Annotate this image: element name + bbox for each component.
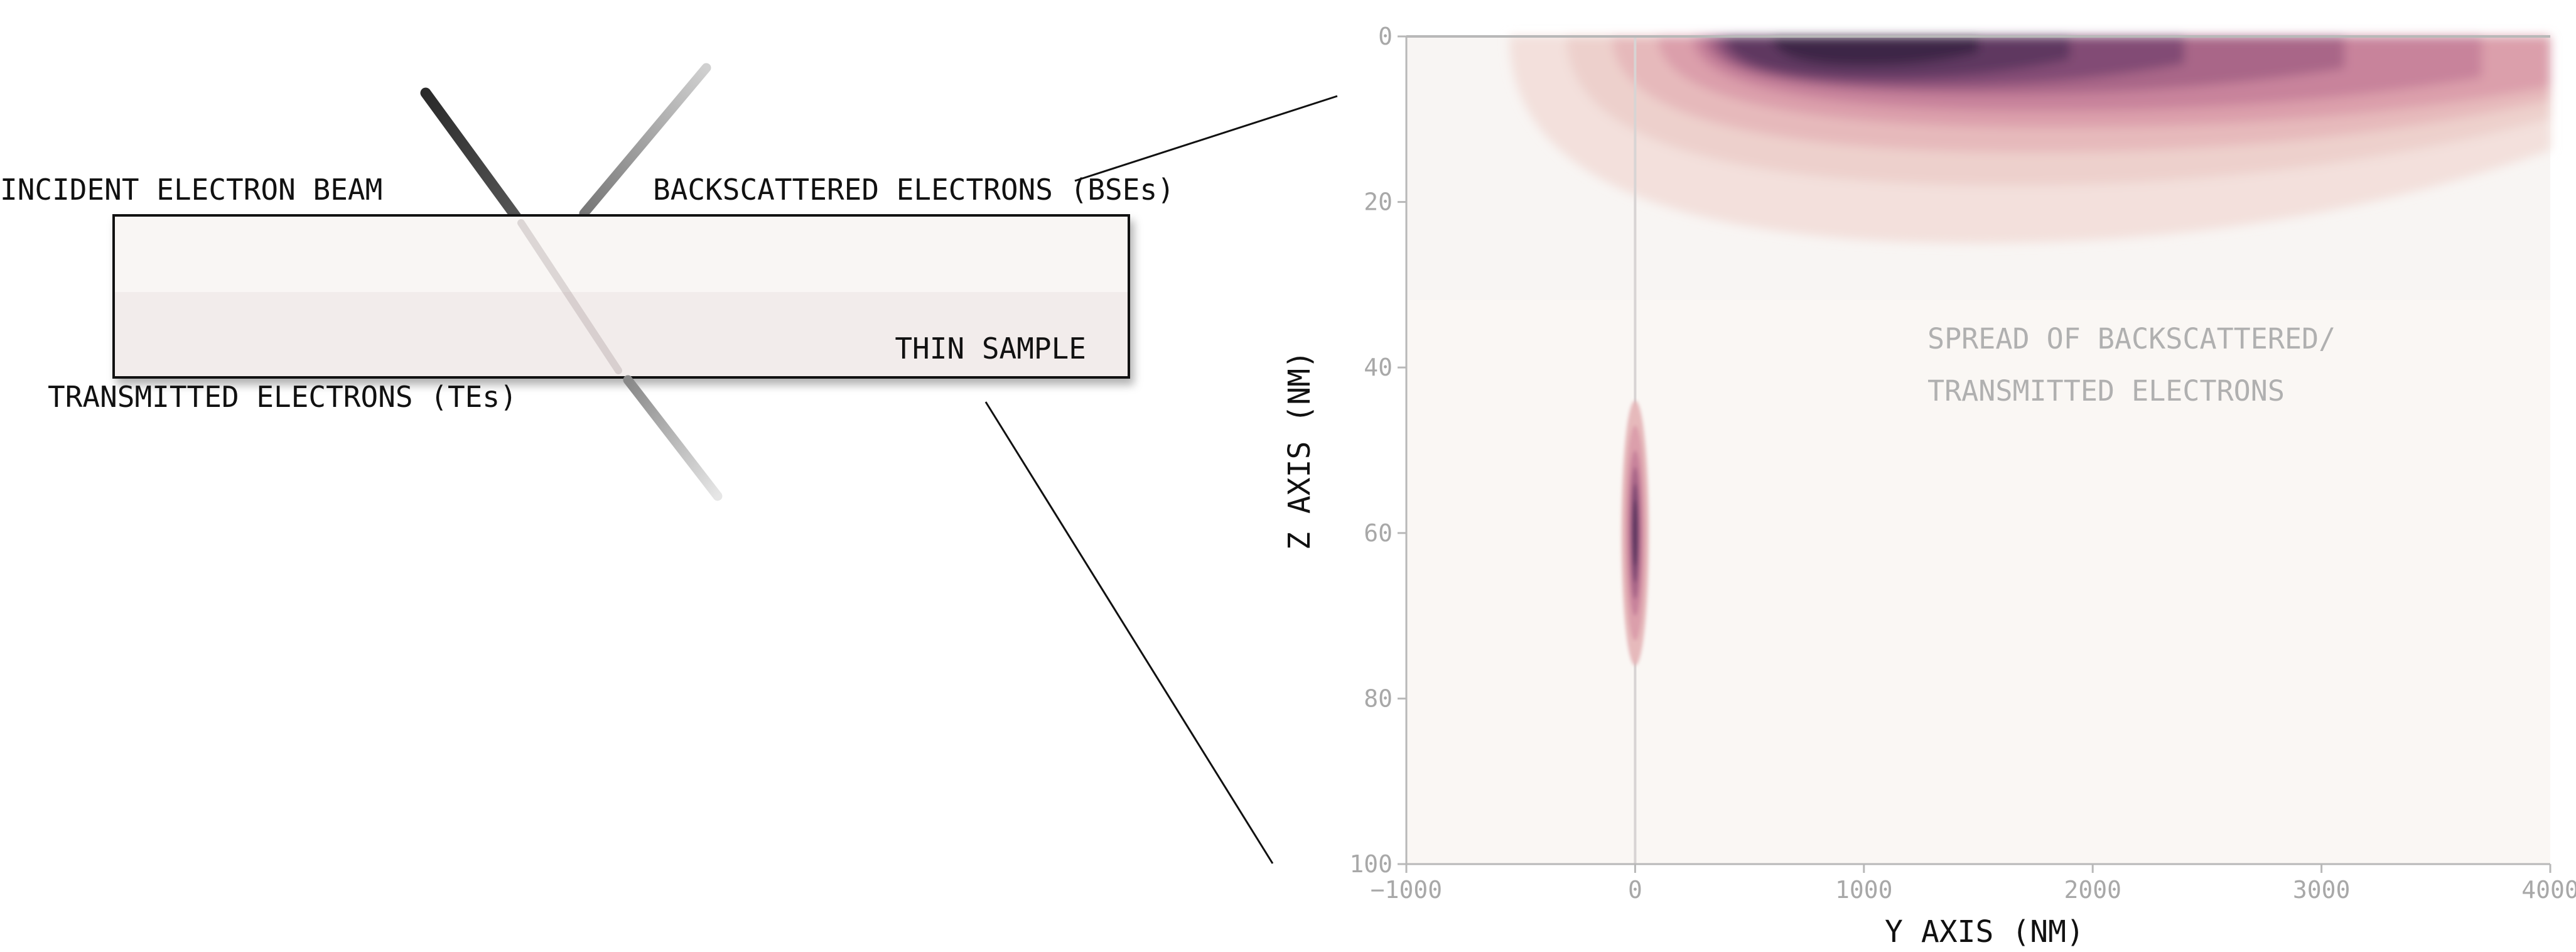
y-tick-label: 20	[1364, 188, 1393, 216]
zoom-line-top	[1074, 95, 1338, 182]
x-tick-label: 1000	[1835, 876, 1893, 904]
x-axis-ticks: −1000 0 1000 2000 3000 4000	[1371, 864, 2576, 904]
backscattered-beam	[579, 63, 711, 219]
transmitted-beam	[623, 375, 723, 501]
y-tick-label: 100	[1349, 850, 1393, 878]
y-axis-ticks: 0 20 40 60 80 100	[1349, 23, 1406, 878]
y-tick-label: 80	[1364, 684, 1393, 712]
x-tick-label: 0	[1628, 876, 1642, 904]
backscattered-distribution	[1509, 36, 2550, 244]
y-tick-label: 60	[1364, 519, 1393, 547]
incident-beam-label: INCIDENT ELECTRON BEAM	[0, 173, 382, 207]
x-tick-label: 2000	[2064, 876, 2121, 904]
sample-label: THIN SAMPLE	[895, 332, 1086, 365]
annotation-line-2: TRANSMITTED ELECTRONS	[1927, 374, 2285, 408]
y-tick-label: 40	[1364, 354, 1393, 381]
x-axis-label: Y AXIS (NM)	[1885, 914, 2084, 949]
x-tick-label: 3000	[2293, 876, 2351, 904]
transmitted-contour-level	[1632, 500, 1638, 566]
thin-sample-box	[112, 214, 1130, 379]
beam-through-sample	[517, 219, 622, 374]
x-tick-label: 4000	[2521, 876, 2576, 904]
backscatter-contour-level	[1772, 36, 1978, 66]
heatmap-chart: −1000 0 1000 2000 3000 4000 0 20 40 60 80 100 Y AX…	[1282, 23, 2576, 949]
zoom-line-bottom	[984, 401, 1274, 864]
annotation-line-1: SPREAD OF BACKSCATTERED/	[1927, 322, 2336, 355]
x-tick-label: −1000	[1371, 876, 1442, 904]
incident-beam	[420, 87, 522, 222]
y-axis-label: Z AXIS (NM)	[1282, 350, 1317, 550]
transmitted-distribution	[1621, 400, 1649, 666]
y-tick-label: 0	[1378, 23, 1393, 50]
sample-schematic: INCIDENT ELECTRON BEAM BACKSCATTERED ELE…	[0, 63, 1338, 864]
backscattered-label: BACKSCATTERED ELECTRONS (BSEs)	[653, 173, 1175, 207]
transmitted-label: TRANSMITTED ELECTRONS (TEs)	[48, 380, 517, 414]
